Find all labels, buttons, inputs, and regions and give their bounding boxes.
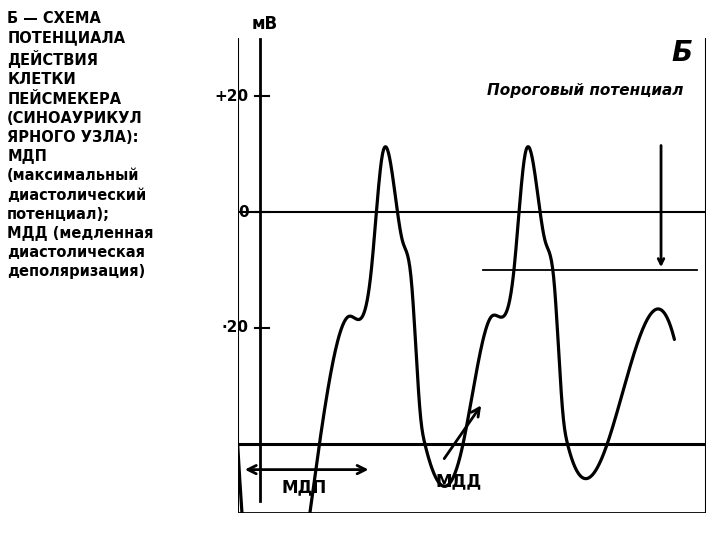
Text: Пороговый потенциал: Пороговый потенциал: [487, 83, 683, 98]
Text: ·20: ·20: [222, 320, 248, 335]
Text: Б — СХЕМА
ПОТЕНЦИАЛА
ДЕЙСТВИЯ
КЛЕТКИ
ПЕЙСМЕКЕРА
(СИНОАУРИКУЛ
ЯРНОГО УЗЛА):
МДП
(: Б — СХЕМА ПОТЕНЦИАЛА ДЕЙСТВИЯ КЛЕТКИ ПЕЙ…: [7, 11, 153, 279]
Text: МДП: МДП: [282, 478, 327, 496]
Text: МДД: МДД: [435, 472, 482, 490]
Text: +20: +20: [215, 89, 248, 104]
Text: Б: Б: [671, 38, 692, 66]
Text: мВ: мВ: [251, 15, 277, 33]
Text: 0: 0: [238, 205, 248, 220]
